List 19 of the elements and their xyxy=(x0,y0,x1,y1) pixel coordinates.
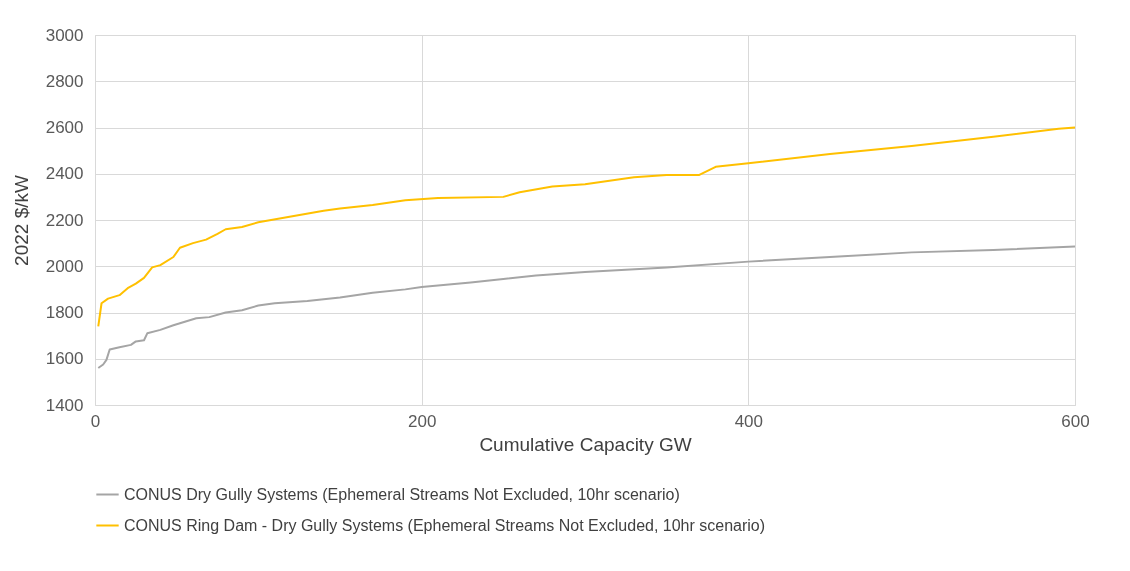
y-tick-label: 2800 xyxy=(45,71,84,91)
legend-label: CONUS Ring Dam - Dry Gully Systems (Ephemeral Streams Not Excluded, 10hr scenario) xyxy=(124,516,766,534)
y-tick-label: 1800 xyxy=(45,303,84,322)
line-series xyxy=(97,126,1076,328)
y-tick-label: 1600 xyxy=(45,349,84,369)
x-tick-label: 400 xyxy=(734,411,764,431)
y-tick-label: 3000 xyxy=(45,25,84,45)
y-tick-label: 2600 xyxy=(45,118,84,137)
y-axis-title: 2022 $/kW xyxy=(10,175,32,266)
legend-label: CONUS Dry Gully Systems (Ephemeral Streams Not Excluded, 10hr scenario) xyxy=(124,485,680,503)
y-tick-label: 2400 xyxy=(45,164,84,184)
x-tick-label: 200 xyxy=(407,411,437,431)
line-series xyxy=(97,245,1076,369)
x-axis-title: Cumulative Capacity GW xyxy=(479,433,692,455)
y-tick-label: 2200 xyxy=(45,210,84,230)
x-tick-label: 0 xyxy=(90,411,101,431)
x-tick-label: 600 xyxy=(1061,411,1090,431)
y-tick-label: 2000 xyxy=(45,256,84,276)
y-tick-label: 1400 xyxy=(45,395,84,415)
